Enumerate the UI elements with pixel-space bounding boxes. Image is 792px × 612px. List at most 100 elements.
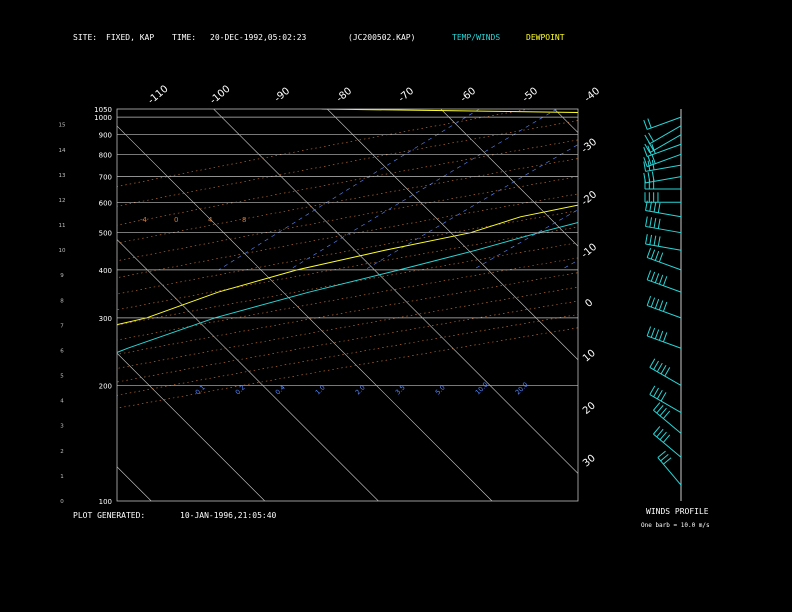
- wind-barb-flag: [657, 218, 661, 229]
- wind-barb-shaft: [647, 335, 682, 349]
- wind-barb-flag: [650, 271, 656, 282]
- isotherm-line: [117, 352, 266, 501]
- wind-barb-flag: [645, 216, 648, 227]
- wind-barb-flag: [660, 392, 667, 402]
- isotherm-label-top: -80: [335, 86, 355, 105]
- site-value: FIXED, KAP: [106, 33, 155, 42]
- height-km-label: 5: [60, 374, 64, 380]
- wind-barb-shaft: [645, 210, 682, 218]
- height-km-label: 12: [59, 198, 66, 204]
- wind-barb-flag: [653, 402, 661, 411]
- isotherm-label-top: -100: [208, 84, 232, 107]
- temp-legend: TEMP/WINDS: [452, 33, 501, 42]
- isotherm-line: [117, 125, 493, 501]
- time-value: 20-DEC-1992,05:02:23: [210, 33, 307, 42]
- dry-adiabat: [117, 286, 578, 369]
- wind-barb-flag: [663, 457, 672, 465]
- wind-barb-flag: [658, 330, 664, 341]
- wind-barb-flag: [653, 387, 659, 397]
- isotherm-label-top: -60: [459, 86, 479, 105]
- wind-barb-flag: [649, 201, 653, 212]
- wind-barb-flag: [656, 428, 664, 438]
- isotherm-label-right: 10: [581, 348, 598, 365]
- isotherm-label-right: -30: [580, 137, 600, 156]
- dry-adiabat: [117, 226, 578, 311]
- wind-barb-shaft: [653, 433, 682, 458]
- wind-barb-shaft: [649, 134, 682, 154]
- wind-barb-shaft: [645, 176, 682, 184]
- wind-barb-shaft: [647, 305, 682, 319]
- wind-barb-flag: [651, 154, 656, 164]
- wind-barb-flag: [644, 143, 651, 153]
- plot-frame: [116, 108, 579, 502]
- isotherm-line: [668, 109, 792, 501]
- wind-barb-shaft: [647, 257, 682, 271]
- dry-adiabat: [117, 272, 578, 355]
- pressure-label: 500: [99, 230, 112, 238]
- pressure-label: 600: [99, 199, 112, 207]
- dry-adiabat: [117, 158, 578, 244]
- wind-barb-shaft: [647, 279, 682, 293]
- wind-barb-shaft: [647, 116, 682, 130]
- isotherm-label-right: -20: [580, 189, 600, 208]
- plot-generated-label: PLOT GENERATED:: [73, 511, 146, 520]
- wind-barb-flag: [643, 157, 648, 167]
- isotherm-label-top: -50: [521, 86, 541, 105]
- time-label: TIME:: [172, 33, 197, 42]
- height-km-label: 8: [60, 298, 64, 304]
- isotherm-line: [117, 466, 152, 501]
- pressure-label: 1050: [94, 106, 112, 114]
- wind-barb-flag: [658, 300, 664, 311]
- wind-barb-flag: [664, 367, 671, 377]
- wind-barb-flag: [649, 234, 653, 245]
- wind-barb-flag: [654, 273, 660, 283]
- wind-barb-flag: [643, 119, 648, 130]
- mixing-ratio-line: [364, 144, 578, 271]
- wind-barb-flag: [647, 160, 651, 171]
- height-km-label: 2: [60, 449, 64, 455]
- dry-adiabat: [117, 257, 578, 341]
- wind-barb-flag: [653, 360, 659, 370]
- dry-adiabat: [117, 139, 578, 226]
- wind-barb-flag: [654, 298, 660, 309]
- height-km-label: 14: [59, 148, 66, 154]
- wind-barb-shaft: [645, 164, 682, 172]
- dry-adiabat: [117, 176, 578, 262]
- site-label: SITE:: [73, 33, 98, 42]
- wind-barb-flag: [645, 234, 648, 245]
- dewpoint-profile: [117, 109, 578, 326]
- height-km-label: 0: [60, 499, 64, 505]
- wind-barb-shaft: [649, 394, 682, 413]
- wind-barb-flag: [647, 155, 652, 166]
- height-km-label: 13: [59, 173, 66, 179]
- wind-barb-shaft: [647, 143, 682, 158]
- wind-barb-flag: [662, 410, 671, 419]
- height-km-label: 9: [60, 273, 64, 279]
- wind-barb-flag: [662, 301, 668, 312]
- isotherm-label-right: 0: [583, 297, 595, 310]
- dry-adiabat: [117, 193, 578, 278]
- dry-adiabat: [117, 242, 578, 326]
- isotherm-label-top: -40: [583, 86, 603, 105]
- wind-barb-flag: [654, 250, 660, 261]
- dry-adiabat: [117, 210, 578, 295]
- isotherm-label-right: 30: [581, 453, 598, 470]
- height-km-label: 4: [60, 399, 64, 405]
- wind-barb-flag: [656, 389, 663, 400]
- wind-barb-flag: [656, 362, 663, 373]
- dry-adiabat: [117, 120, 578, 207]
- pressure-label: 400: [99, 267, 112, 275]
- wind-profile-note: One barb = 10.0 m/s: [641, 522, 710, 529]
- wind-barb-flag: [643, 161, 647, 172]
- wind-barb-flag: [659, 407, 667, 417]
- wind-barb-flag: [647, 118, 652, 129]
- isotherm-line: [117, 239, 379, 501]
- wind-barb-flag: [646, 270, 652, 281]
- wind-barb-flag: [649, 217, 653, 228]
- wind-barb-flag: [643, 146, 648, 157]
- mixing-ratio-line: [687, 109, 792, 270]
- wind-barb-flag: [650, 297, 656, 308]
- temperature-profile: [117, 221, 578, 354]
- height-km-label: 10: [59, 248, 66, 254]
- wind-barb-flag: [653, 202, 657, 213]
